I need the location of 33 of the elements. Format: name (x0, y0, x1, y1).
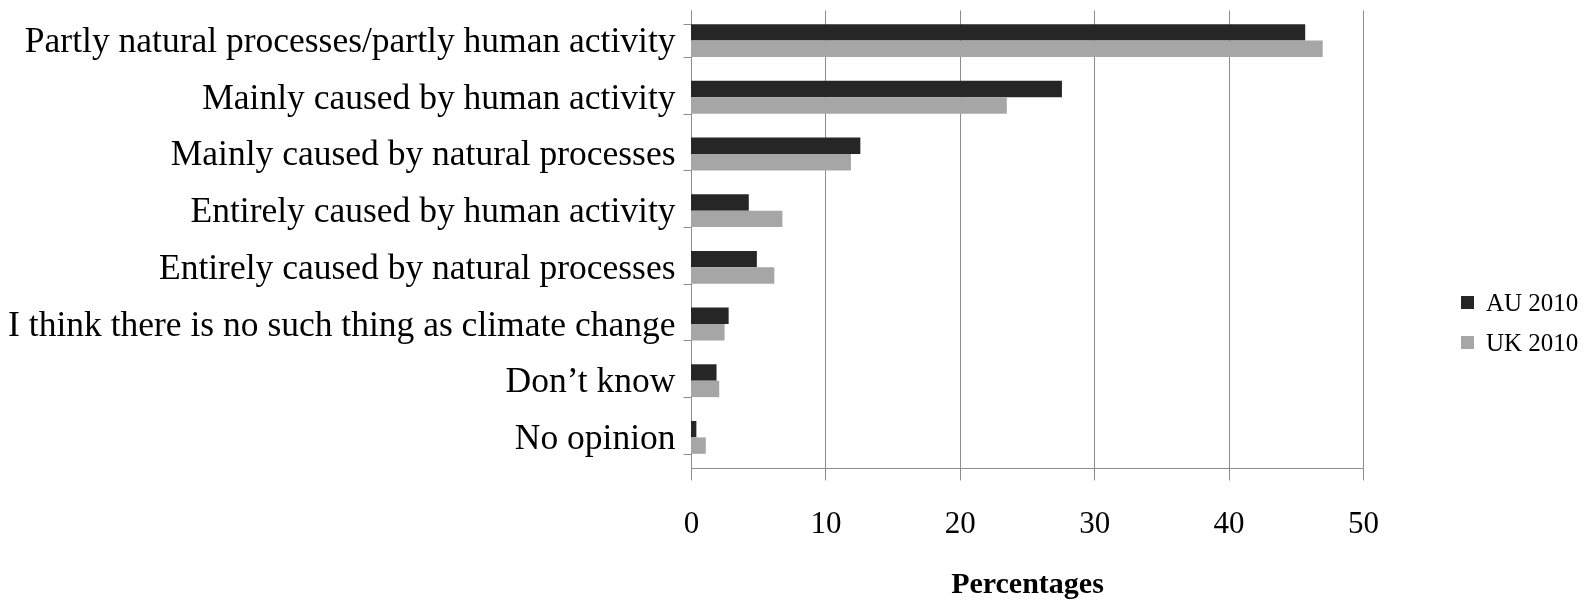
y-tick-label: Mainly caused by natural processes (170, 133, 676, 174)
bar (691, 420, 697, 438)
bar (691, 97, 1007, 114)
bar (691, 210, 783, 228)
bar (691, 40, 1323, 58)
x-tick-label: 50 (1348, 504, 1379, 540)
y-tick-label: Don’t know (505, 360, 676, 401)
bar (691, 153, 851, 171)
y-tick-label: Entirely caused by human activity (190, 190, 676, 231)
legend-label: AU 2010 (1486, 288, 1579, 316)
bar (691, 80, 1062, 98)
y-tick-label: I think there is no such thing as climate change (8, 303, 676, 344)
x-tick-label: 30 (1079, 504, 1111, 540)
y-tick-label: Entirely caused by natural processes (158, 246, 676, 287)
x-tick-label: 10 (810, 504, 842, 540)
bar (691, 24, 1306, 41)
x-tick-label: 40 (1213, 504, 1245, 540)
x-tick-label: 0 (683, 504, 700, 540)
bar (691, 364, 717, 381)
bar (691, 137, 861, 154)
bar (691, 194, 749, 211)
bar (691, 267, 775, 284)
bar (691, 437, 706, 454)
y-tick-label: Mainly caused by human activity (202, 76, 676, 117)
x-axis-title: Percentages (951, 565, 1104, 599)
bar (691, 324, 725, 341)
y-tick-label: Partly natural processes/partly human activity (24, 20, 676, 61)
legend-label: UK 2010 (1486, 328, 1579, 356)
bar (691, 380, 720, 398)
bar (691, 307, 729, 325)
x-tick-label: 20 (944, 504, 976, 540)
bar (691, 250, 757, 268)
y-tick-label: No opinion (514, 416, 676, 457)
